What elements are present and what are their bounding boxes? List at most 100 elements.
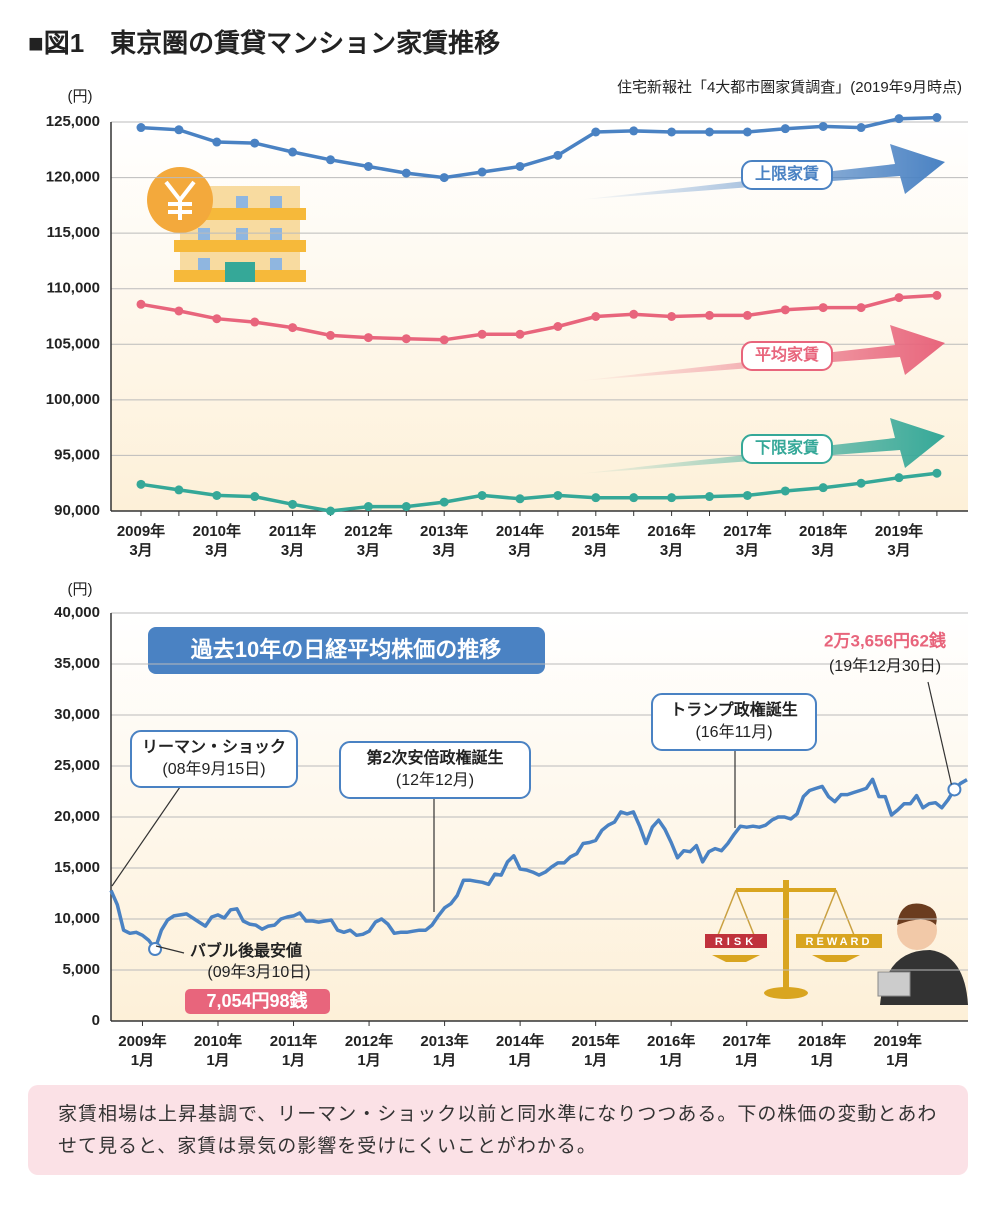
data-point xyxy=(212,314,222,324)
data-point xyxy=(288,147,298,157)
data-point xyxy=(326,506,335,516)
annotation-box xyxy=(130,730,298,788)
series-line xyxy=(109,777,968,951)
scale-icon xyxy=(705,880,882,999)
y-tick-label: 90,000 xyxy=(54,502,100,519)
annotation-box xyxy=(651,693,817,751)
y-tick-label: 115,000 xyxy=(47,224,100,241)
y-tick-label: 25,000 xyxy=(54,757,100,774)
annotation-subtext: (16年11月) xyxy=(695,723,772,741)
x-tick-label: 2019年 1月 xyxy=(873,1033,922,1069)
data-point xyxy=(250,317,260,327)
series-line xyxy=(140,115,937,180)
title-box xyxy=(148,627,545,674)
y-tick-label: 105,000 xyxy=(46,335,100,352)
x-tick-label: 2012年 3月 xyxy=(344,523,393,559)
pointer xyxy=(927,681,952,785)
data-point xyxy=(780,486,790,496)
data-point xyxy=(363,161,373,171)
data-point xyxy=(288,499,298,509)
trend-arrow xyxy=(577,418,945,474)
y-tick-label: 100,000 xyxy=(46,391,100,408)
data-point xyxy=(212,137,222,147)
chart-title: 過去10年の日経平均株価の推移 xyxy=(191,637,501,662)
data-point xyxy=(894,473,904,483)
data-point xyxy=(591,493,601,503)
source: 住宅新報社「4大都市圏家賃調査」(2019年9月時点) xyxy=(617,79,962,96)
data-point xyxy=(894,293,904,303)
data-point xyxy=(515,494,525,504)
x-tick-label: 2016年 3月 xyxy=(647,523,696,559)
x-tick-label: 2013年 3月 xyxy=(420,523,469,559)
data-point xyxy=(288,323,298,333)
data-point xyxy=(780,305,790,315)
data-point xyxy=(477,490,487,500)
data-point xyxy=(705,492,714,502)
x-tick-label: 2013年 1月 xyxy=(420,1033,469,1069)
data-point xyxy=(932,468,942,478)
data-point xyxy=(667,127,677,137)
data-point xyxy=(742,127,752,137)
pointer xyxy=(155,945,185,954)
series-label: 平均家賃 xyxy=(755,345,819,364)
x-tick-label: 2011年 1月 xyxy=(269,1033,318,1069)
trend-arrow xyxy=(577,144,945,200)
scale-label: RISK xyxy=(715,936,757,948)
x-tick-label: 2015年 3月 xyxy=(571,523,620,559)
value-label-box xyxy=(185,989,330,1014)
data-point xyxy=(136,479,146,489)
data-point xyxy=(591,127,601,137)
y-tick-label: 15,000 xyxy=(54,859,100,876)
data-point xyxy=(780,124,790,134)
y-tick-label: 95,000 xyxy=(54,446,100,463)
pointer xyxy=(111,786,181,887)
data-point xyxy=(591,312,601,321)
data-point xyxy=(932,113,942,123)
data-point xyxy=(401,502,411,512)
note: 家賃相場は上昇基調で、リーマン・ショック以前と同水準になりつつある。下の株価の変… xyxy=(28,1085,968,1175)
series-label: 下限家賃 xyxy=(755,438,819,457)
y-tick-label: 20,000 xyxy=(54,808,100,825)
x-tick-label: 2010年 1月 xyxy=(193,1033,243,1069)
annotation-text: 第2次安倍政権誕生 xyxy=(367,748,504,767)
series-label-box xyxy=(741,434,833,464)
x-tick-label: 2009年 1月 xyxy=(118,1033,167,1069)
data-point xyxy=(250,492,260,502)
data-point xyxy=(174,306,184,316)
data-point xyxy=(932,290,942,300)
data-point xyxy=(818,121,828,131)
x-tick-label: 2015年 1月 xyxy=(571,1033,620,1069)
x-tick-label: 2016年 1月 xyxy=(646,1033,696,1069)
data-point xyxy=(401,334,411,344)
x-tick-label: 2019年 3月 xyxy=(874,523,924,559)
data-point xyxy=(174,485,184,495)
data-point xyxy=(705,127,714,137)
data-point xyxy=(818,303,828,313)
annotation-box xyxy=(339,741,531,799)
data-point xyxy=(250,138,260,148)
data-point xyxy=(439,173,449,183)
series-label-box xyxy=(741,341,833,371)
y-tick-label: 0 xyxy=(92,1012,100,1029)
series-line xyxy=(140,471,938,513)
value-label: 2万3,656円62銭 xyxy=(824,630,946,650)
annotation-text: リーマン・ショック xyxy=(142,738,286,756)
x-tick-label: 2017年 3月 xyxy=(723,523,772,559)
annotation-subtext: (12年12月) xyxy=(396,771,474,789)
data-point xyxy=(742,490,752,500)
x-tick-label: 2017年 1月 xyxy=(722,1033,771,1069)
annotation-subtext: (19年12月30日) xyxy=(829,657,941,675)
y-tick-label: 30,000 xyxy=(54,706,100,723)
value-label: 7,054円98銭 xyxy=(206,990,307,1011)
series-line xyxy=(140,293,938,342)
series-label: 上限家賃 xyxy=(755,164,819,183)
data-point xyxy=(553,150,563,160)
x-tick-label: 2018年 1月 xyxy=(798,1033,847,1069)
data-point xyxy=(477,329,487,339)
data-point xyxy=(553,322,563,332)
data-point xyxy=(515,329,525,339)
series-label-box xyxy=(741,160,833,190)
y-unit: (円) xyxy=(68,88,93,105)
annotation-text: バブル後最安値 xyxy=(190,941,302,960)
